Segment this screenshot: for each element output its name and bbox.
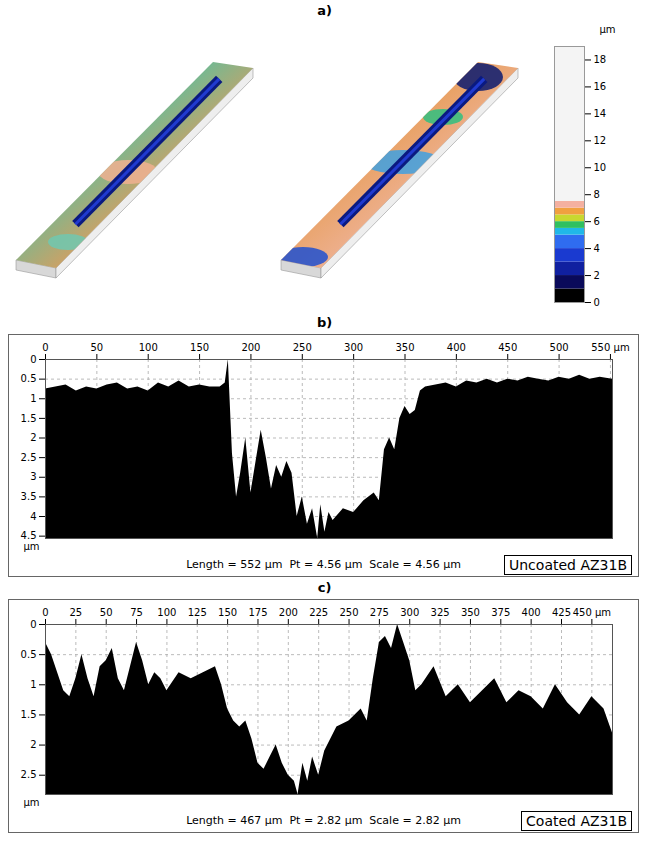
svg-text:2: 2 [30,432,36,443]
svg-text:µm: µm [24,797,40,808]
svg-text:µm: µm [599,24,615,35]
svg-text:0: 0 [30,619,36,630]
html-text:b): b) [316,315,333,330]
svg-text:375: 375 [491,607,510,618]
svg-text:350: 350 [395,342,414,353]
svg-text:12: 12 [594,135,607,146]
svg-text:325: 325 [431,607,450,618]
html-text:Coated AZ31B: Coated AZ31B [526,813,627,829]
svg-text:18: 18 [594,54,607,65]
svg-text:450 µm: 450 µm [573,607,611,618]
svg-text:2.5: 2.5 [21,769,37,780]
svg-text:3.5: 3.5 [21,491,37,502]
svg-text:50: 50 [100,607,113,618]
svg-text:400: 400 [447,342,466,353]
svg-text:10: 10 [594,162,607,173]
html-text:Length = 552 µm Pt = 4.56 µm S: Length = 552 µm Pt = 4.56 µm Scale = 4.5… [186,558,461,571]
svg-text:50: 50 [90,342,103,353]
svg-text:2.5: 2.5 [21,452,37,463]
svg-text:0: 0 [42,342,48,353]
svg-text:425: 425 [552,607,571,618]
svg-text:1: 1 [30,679,36,690]
svg-text:14: 14 [594,108,607,119]
svg-text:500: 500 [550,342,569,353]
svg-text:400: 400 [522,607,541,618]
svg-text:0.5: 0.5 [21,649,37,660]
svg-text:1.5: 1.5 [21,709,37,720]
svg-text:0: 0 [42,607,48,618]
html-text:a): a) [317,3,332,18]
svg-text:4: 4 [30,511,36,522]
svg-text:8: 8 [594,189,600,200]
svg-text:2: 2 [594,270,600,281]
svg-text:100: 100 [157,607,176,618]
svg-text:300: 300 [344,342,363,353]
svg-text:350: 350 [461,607,480,618]
svg-text:250: 250 [339,607,358,618]
svg-text:3: 3 [30,471,36,482]
html-text:c): c) [317,580,332,595]
svg-text:125: 125 [188,607,207,618]
svg-text:16: 16 [594,81,607,92]
svg-text:150: 150 [218,607,237,618]
html-text:Length = 467 µm Pt = 2.82 µm S: Length = 467 µm Pt = 2.82 µm Scale = 2.8… [186,814,461,827]
svg-text:µm: µm [24,541,40,552]
svg-text:0: 0 [30,354,36,365]
svg-text:1: 1 [30,393,36,404]
svg-text:75: 75 [130,607,143,618]
svg-text:4.5: 4.5 [20,530,37,542]
svg-text:2: 2 [30,739,36,750]
svg-text:200: 200 [279,607,298,618]
svg-text:6: 6 [594,216,600,227]
svg-text:275: 275 [370,607,389,618]
svg-text:1.5: 1.5 [21,413,37,424]
svg-text:25: 25 [69,607,82,618]
html-text:Uncoated AZ31B: Uncoated AZ31B [509,557,627,573]
svg-text:550 µm: 550 µm [591,342,629,353]
svg-text:225: 225 [309,607,328,618]
svg-text:175: 175 [248,607,267,618]
svg-text:150: 150 [190,342,209,353]
svg-text:200: 200 [241,342,260,353]
svg-text:0.5: 0.5 [21,373,37,384]
svg-text:0: 0 [594,297,600,308]
svg-text:250: 250 [293,342,312,353]
svg-text:300: 300 [400,607,419,618]
svg-text:450: 450 [498,342,517,353]
svg-text:100: 100 [139,342,158,353]
svg-text:4: 4 [594,243,600,254]
